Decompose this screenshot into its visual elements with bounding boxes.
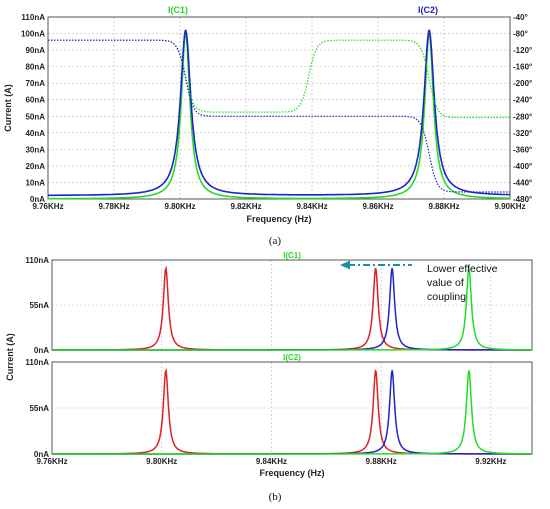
ic1-magnitude-line — [48, 33, 511, 200]
caption-b: (b) — [269, 491, 282, 503]
y2-tick-label: -280° — [513, 112, 532, 121]
green-series-line — [52, 268, 532, 351]
coupling-arrow — [340, 260, 412, 270]
y-tick-label: 60nA — [25, 96, 45, 105]
panel-b-top-grid — [52, 260, 532, 350]
y2-tick-label: -440° — [513, 178, 532, 187]
y2-tick-label: -40° — [513, 13, 528, 22]
panel-a-y2-ticks: -480° -440° -400° -360° -320° -280° -240° -200°… — [513, 13, 532, 204]
y-tick-label: 100nA — [21, 30, 45, 39]
y-tick-label: 40nA — [25, 129, 45, 138]
ic1-phase-line — [48, 39, 510, 119]
panel-b-bottom-grid — [52, 362, 532, 454]
panel-a-curves — [48, 29, 511, 200]
ic2-phase-line — [48, 39, 510, 193]
x-tick-label: 9.82KHz — [230, 202, 261, 211]
panel-b-top-title: I(C1) — [283, 251, 301, 260]
green-series-line — [52, 370, 532, 455]
y-tick-label: 0nA — [30, 195, 45, 204]
y-tick-label: 20nA — [25, 162, 45, 171]
y-tick-label: 55nA — [29, 404, 49, 413]
y-tick-label: 80nA — [25, 63, 45, 72]
y2-tick-label: -240° — [513, 96, 532, 105]
panel-b-x-ticks: 9.76KHz 9.80KHz 9.84KHz 9.88KHz 9.92KHz — [36, 457, 506, 466]
panel-a-y-ticks: 0nA 10nA 20nA 30nA 40nA 50nA 60nA 70nA 80nA 90nA 1… — [21, 13, 45, 204]
y2-tick-label: -480° — [513, 195, 532, 204]
ic2-magnitude-line — [48, 29, 510, 197]
y2-tick-label: -160° — [513, 63, 532, 72]
y-tick-label: 110nA — [25, 358, 49, 367]
panel-b: 0nA 55nA 110nA 0nA 55nA 110nA 9.76KHz 9.80KHz… — [5, 251, 533, 503]
panel-a-x-ticks: 9.76KHz 9.78KHz 9.80KHz 9.82KHz 9.84KHz 9.86K… — [32, 202, 525, 211]
y-tick-label: 55nA — [29, 301, 49, 310]
annotation-label: Lower effective value of coupling — [427, 263, 500, 303]
panel-b-bottom-curves — [52, 367, 532, 455]
x-tick-label: 9.88KHz — [428, 202, 459, 211]
panel-b-xlabel: Frequency (Hz) — [259, 468, 324, 478]
legend-ic1: I(C1) — [168, 5, 188, 15]
x-tick-label: 9.92KHz — [475, 457, 506, 466]
legend-ic2: I(C2) — [418, 5, 438, 15]
y2-tick-label: -400° — [513, 162, 532, 171]
y-tick-label: 0nA — [34, 346, 49, 355]
panel-b-top-y-ticks: 0nA 55nA 110nA — [25, 256, 49, 355]
y2-tick-label: -200° — [513, 79, 532, 88]
y-tick-label: 70nA — [25, 79, 45, 88]
x-tick-label: 9.78KHz — [98, 202, 129, 211]
x-tick-label: 9.80KHz — [146, 457, 177, 466]
x-tick-label: 9.84KHz — [296, 202, 327, 211]
panel-a: 0nA 10nA 20nA 30nA 40nA 50nA 60nA 70nA 80nA 90nA 1… — [3, 5, 532, 247]
x-tick-label: 9.76KHz — [36, 457, 67, 466]
panel-b-bottom-y-ticks: 0nA 55nA 110nA — [25, 358, 49, 459]
panel-a-ylabel: Current (A) — [3, 84, 13, 132]
y-tick-label: 90nA — [25, 46, 45, 55]
panel-b-top-curves — [52, 265, 532, 351]
y2-tick-label: -80° — [513, 30, 528, 39]
y-tick-label: 50nA — [25, 112, 45, 121]
y-tick-label: 10nA — [25, 178, 45, 187]
x-tick-label: 9.90KHz — [494, 202, 525, 211]
y2-tick-label: -320° — [513, 129, 532, 138]
y2-tick-label: -360° — [513, 145, 532, 154]
red-series-line — [52, 367, 532, 455]
x-tick-label: 9.88KHz — [366, 457, 397, 466]
y-tick-label: 110nA — [21, 13, 45, 22]
x-tick-label: 9.84KHz — [256, 457, 287, 466]
panel-a-xlabel: Frequency (Hz) — [246, 214, 311, 224]
y-tick-label: 110nA — [25, 256, 49, 265]
x-tick-label: 9.76KHz — [32, 202, 63, 211]
blue-series-line — [52, 370, 532, 455]
y2-tick-label: -120° — [513, 46, 532, 55]
panel-b-bottom-title: I(C2) — [283, 353, 301, 362]
caption-a: (a) — [269, 235, 282, 247]
y-tick-label: 0nA — [34, 450, 49, 459]
x-tick-label: 9.80KHz — [164, 202, 195, 211]
panel-b-ylabel: Current (A) — [5, 333, 15, 381]
x-tick-label: 9.86KHz — [362, 202, 393, 211]
y-tick-label: 30nA — [25, 145, 45, 154]
